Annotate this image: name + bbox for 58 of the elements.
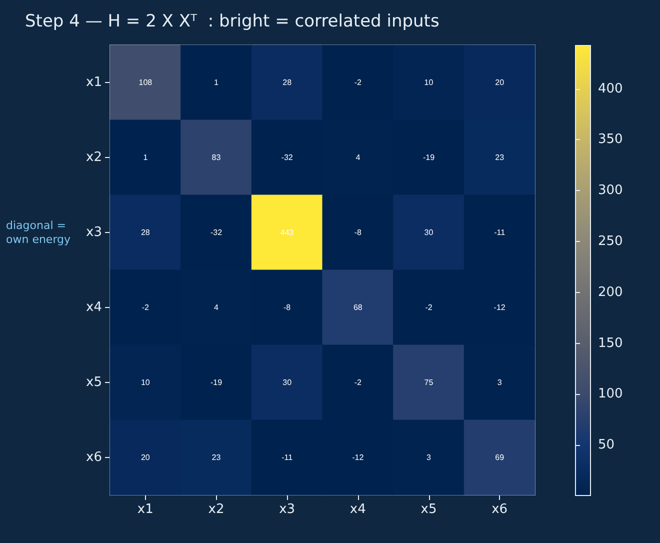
color-bar-label: 400 xyxy=(598,81,623,96)
data-label: 69 xyxy=(495,453,505,462)
x-tick-label: x3 xyxy=(279,502,296,517)
data-label: 75 xyxy=(424,378,434,387)
x-tick-label: x5 xyxy=(420,502,437,517)
data-label: 30 xyxy=(424,228,434,237)
color-bar-label: 250 xyxy=(598,234,623,249)
data-label: 23 xyxy=(495,153,505,162)
data-label: 443 xyxy=(280,228,294,237)
data-label: 10 xyxy=(424,78,434,87)
data-label: 28 xyxy=(282,78,292,87)
data-label: -8 xyxy=(284,303,292,312)
data-label: -8 xyxy=(354,228,362,237)
y-tick-label: x2 xyxy=(86,150,102,165)
data-label: -12 xyxy=(352,453,364,462)
data-label: -19 xyxy=(422,153,436,162)
color-bar-label: 300 xyxy=(598,183,623,198)
data-label: 1 xyxy=(214,78,220,87)
data-label: -32 xyxy=(281,153,294,162)
data-label: 20 xyxy=(495,78,505,87)
y-tick-label: x6 xyxy=(86,450,102,465)
data-label: -11 xyxy=(282,453,294,462)
data-label: 4 xyxy=(356,153,361,162)
data-label: -2 xyxy=(142,303,150,312)
data-label: -2 xyxy=(425,303,433,312)
y-tick-label: x1 xyxy=(86,75,102,90)
color-bar-label: 150 xyxy=(598,336,623,351)
data-label: 3 xyxy=(497,378,502,387)
text: diagonal = own energy xyxy=(6,219,72,246)
x-tick-label: x4 xyxy=(350,502,366,517)
y-tick-label: x4 xyxy=(86,300,102,315)
data-label: 4 xyxy=(214,303,220,312)
data-label: 10 xyxy=(140,378,150,387)
data-label: 3 xyxy=(426,453,432,462)
data-label: 30 xyxy=(282,378,292,387)
data-label: 108 xyxy=(138,78,153,87)
data-label: 1 xyxy=(143,153,148,162)
y-tick-label: x5 xyxy=(86,375,102,390)
chart-title: Step 4 — H = 2 X Xᵀ : bright = correlated inputs xyxy=(25,12,440,32)
data-label: -12 xyxy=(494,303,506,312)
data-label: -32 xyxy=(210,228,223,237)
data-label: -2 xyxy=(354,78,362,87)
data-label: -11 xyxy=(494,228,506,237)
color-bar-label: 350 xyxy=(598,132,623,148)
x-tick-label: x6 xyxy=(492,502,508,517)
color-bar-label: 100 xyxy=(598,386,623,402)
data-label: -2 xyxy=(354,378,362,387)
y-tick-label: x3 xyxy=(86,225,102,240)
data-label: 83 xyxy=(212,153,222,162)
data-label: 68 xyxy=(353,303,363,312)
x-tick-label: x1 xyxy=(137,502,154,517)
data-label: 23 xyxy=(212,453,222,462)
data-label: -19 xyxy=(210,378,223,387)
data-label: 20 xyxy=(140,453,150,462)
data-label: 28 xyxy=(140,228,150,237)
color-bar-label: 50 xyxy=(598,438,615,453)
x-tick-label: x2 xyxy=(208,502,224,517)
color-bar-label: 200 xyxy=(598,284,623,300)
